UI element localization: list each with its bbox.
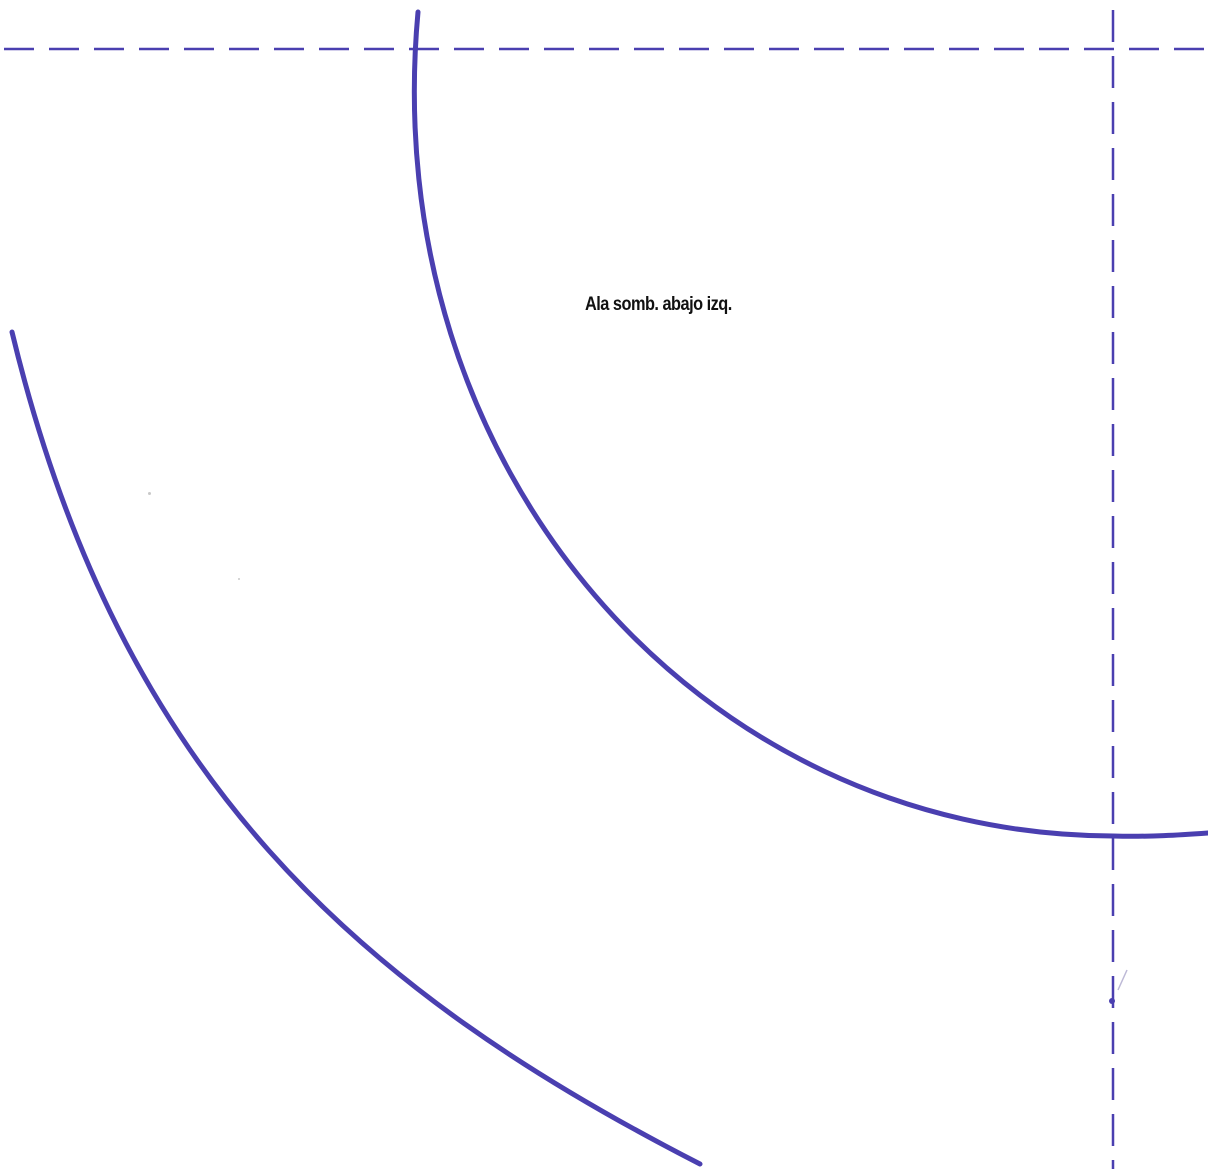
- scan-dot: [1109, 998, 1115, 1004]
- inner-cut-arc: [411, 9, 1208, 839]
- scan-mark: [1117, 969, 1128, 991]
- paper-speck: [148, 492, 151, 495]
- pattern-piece-label: Ala somb. abajo izq.: [585, 294, 732, 315]
- paper-speck: [238, 578, 240, 580]
- outer-cut-arc: [9, 329, 703, 1167]
